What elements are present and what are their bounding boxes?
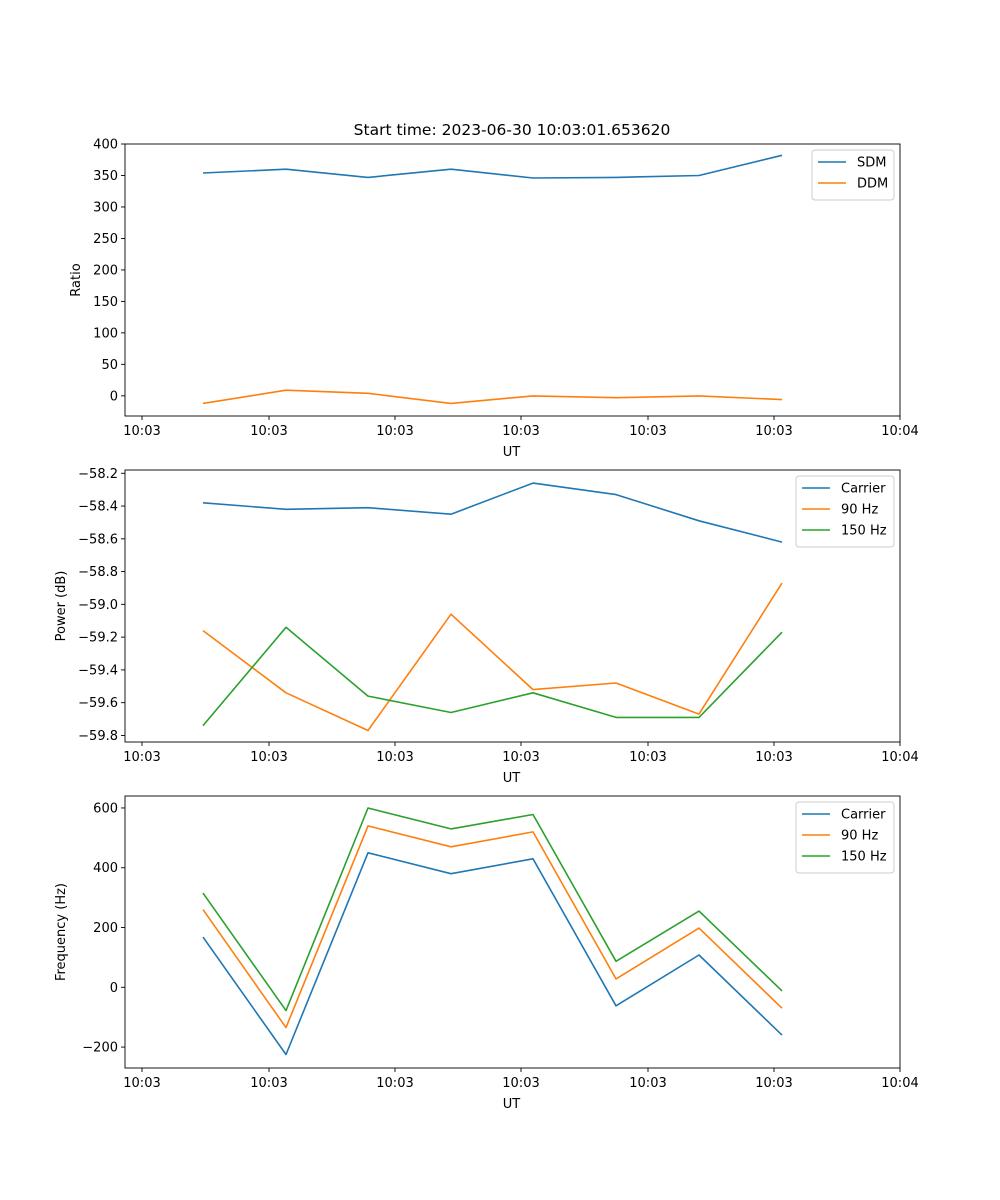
panels: 0 50 100 150 200 250 300 350 400 10:03 10:03 10:03 1… xyxy=(54,138,919,1113)
x-tick-label: 10:03 xyxy=(376,1076,413,1091)
x-tick-label: 10:03 xyxy=(755,424,792,439)
y-tick-label: 0 xyxy=(110,389,118,404)
x-tick-label: 10:04 xyxy=(881,424,918,439)
series-line-sdm xyxy=(202,154,783,179)
x-tick-label: 10:03 xyxy=(755,750,792,765)
figure-title: Start time: 2023-06-30 10:03:01.653620 xyxy=(354,121,671,139)
legend-label: 90 Hz xyxy=(841,503,878,518)
x-tick-label: 10:03 xyxy=(123,1076,160,1091)
x-tick-label: 10:03 xyxy=(123,750,160,765)
x-tick-label: 10:03 xyxy=(250,1076,287,1091)
series-line-90-hz xyxy=(202,582,783,732)
series-line-carrier xyxy=(202,482,783,543)
y-tick-label: −59.6 xyxy=(78,696,118,711)
y-tick-label: −200 xyxy=(82,1041,118,1056)
y-tick-label: 300 xyxy=(93,200,118,215)
y-tick-label: −58.8 xyxy=(78,565,118,580)
y-tick-label: 250 xyxy=(93,232,118,247)
legend: Carrier 90 Hz 150 Hz xyxy=(795,801,895,874)
legend-label: Carrier xyxy=(841,482,886,497)
x-tick-label: 10:03 xyxy=(629,1076,666,1091)
y-tick-label: 150 xyxy=(93,295,118,310)
x-tick-label: 10:03 xyxy=(502,424,539,439)
x-tick-label: 10:03 xyxy=(502,1076,539,1091)
legend: Carrier 90 Hz 150 Hz xyxy=(795,475,895,548)
legend-label: 150 Hz xyxy=(841,524,887,539)
series-line-carrier xyxy=(202,851,783,1056)
x-tick-label: 10:03 xyxy=(502,750,539,765)
y-tick-label: −59.8 xyxy=(78,729,118,744)
y-tick-label: −58.4 xyxy=(78,500,118,515)
legend-label: 90 Hz xyxy=(841,829,878,844)
axes-frame xyxy=(124,469,901,743)
x-tick-label: 10:03 xyxy=(629,424,666,439)
series-line-150-hz xyxy=(202,626,783,727)
series-line-ddm xyxy=(202,389,783,405)
y-tick-label: −59.0 xyxy=(78,598,118,613)
y-tick-label: −58.6 xyxy=(78,532,118,547)
y-tick-label: 100 xyxy=(93,326,118,341)
series-line-150-hz xyxy=(202,807,783,1012)
x-tick-label: 10:03 xyxy=(250,750,287,765)
y-axis-label: Power (dB) xyxy=(54,571,69,642)
x-axis-label: UT xyxy=(503,445,521,460)
y-tick-label: 350 xyxy=(93,169,118,184)
legend: SDM DDM xyxy=(811,149,895,201)
y-axis-label: Ratio xyxy=(69,263,84,296)
axes-frame xyxy=(124,143,901,417)
x-tick-label: 10:04 xyxy=(881,1076,918,1091)
series-line-90-hz xyxy=(202,825,783,1029)
chart-panel-1: 0 50 100 150 200 250 300 350 400 10:03 10:03 10:03 1… xyxy=(69,138,919,461)
y-tick-label: 50 xyxy=(101,358,118,373)
x-tick-label: 10:03 xyxy=(123,424,160,439)
y-tick-label: −58.2 xyxy=(78,467,118,482)
x-tick-label: 10:03 xyxy=(755,1076,792,1091)
x-tick-label: 10:04 xyxy=(881,750,918,765)
y-tick-label: 0 xyxy=(110,981,118,996)
y-tick-label: 200 xyxy=(93,921,118,936)
y-tick-label: 200 xyxy=(93,263,118,278)
y-tick-label: 600 xyxy=(93,801,118,816)
x-tick-label: 10:03 xyxy=(376,750,413,765)
legend-label: SDM xyxy=(857,156,886,171)
y-axis-label: Frequency (Hz) xyxy=(54,883,69,981)
chart-panel-3: −200 0 200 400 600 10:03 10:03 10:03 10:03 10:03 1… xyxy=(54,795,919,1112)
y-tick-label: −59.2 xyxy=(78,631,118,646)
x-axis-label: UT xyxy=(503,1097,521,1112)
x-tick-label: 10:03 xyxy=(376,424,413,439)
chart-panel-2: −59.8 −59.6 −59.4 −59.2 −59.0 −58.8 −58.6 −58.4… xyxy=(54,467,919,786)
legend-label: DDM xyxy=(857,177,888,192)
x-tick-label: 10:03 xyxy=(250,424,287,439)
x-tick-label: 10:03 xyxy=(629,750,666,765)
legend-label: Carrier xyxy=(841,808,886,823)
axes-frame xyxy=(124,795,901,1069)
y-tick-label: −59.4 xyxy=(78,663,118,678)
y-tick-label: 400 xyxy=(93,138,118,153)
x-axis-label: UT xyxy=(503,771,521,786)
y-tick-label: 400 xyxy=(93,861,118,876)
legend-label: 150 Hz xyxy=(841,850,887,865)
